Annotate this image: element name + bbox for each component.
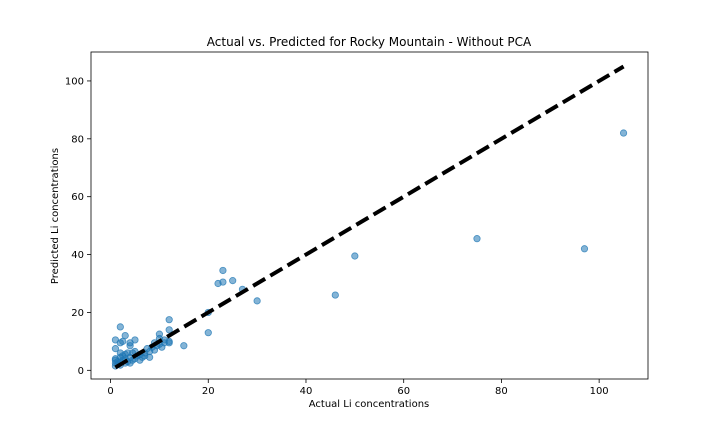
y-tick-label: 20: [71, 308, 84, 319]
x-tick-label: 80: [495, 386, 508, 397]
data-point: [219, 278, 227, 286]
chart-title: Actual vs. Predicted for Rocky Mountain …: [207, 35, 532, 49]
data-point: [116, 323, 124, 331]
x-tick-label: 40: [300, 386, 313, 397]
identity-line: [114, 64, 625, 370]
data-point: [229, 277, 237, 285]
data-point: [473, 235, 481, 243]
data-point: [180, 342, 188, 350]
data-point: [155, 330, 164, 338]
data-point: [111, 345, 120, 353]
data-point: [165, 316, 173, 324]
plot-frame: [90, 51, 649, 380]
y-axis-label: Predicted Li concentrations: [50, 148, 61, 284]
data-point: [219, 266, 227, 275]
y-tick-label: 80: [71, 134, 84, 145]
plot-area: 0 20 40 60 80 100 0 20 40 60 80 100: [65, 51, 649, 397]
data-point: [204, 329, 212, 337]
data-point: [165, 337, 173, 345]
y-tick-label: 40: [71, 250, 84, 261]
data-point: [121, 331, 129, 340]
data-point: [619, 129, 628, 137]
data-point: [580, 245, 589, 253]
data-point: [331, 291, 339, 299]
data-point: [253, 297, 261, 305]
data-point: [165, 326, 173, 334]
x-tick-label: 60: [397, 386, 410, 397]
data-point: [351, 252, 359, 260]
x-tick-label: 20: [202, 386, 215, 397]
y-tick-label: 60: [71, 192, 84, 203]
x-axis-label: Actual Li concentrations: [309, 399, 430, 410]
y-tick-label: 0: [78, 366, 84, 377]
y-tick-label: 100: [65, 76, 84, 87]
x-tick-label: 0: [107, 386, 113, 397]
data-point: [131, 336, 139, 344]
x-tick-label: 100: [590, 386, 609, 397]
